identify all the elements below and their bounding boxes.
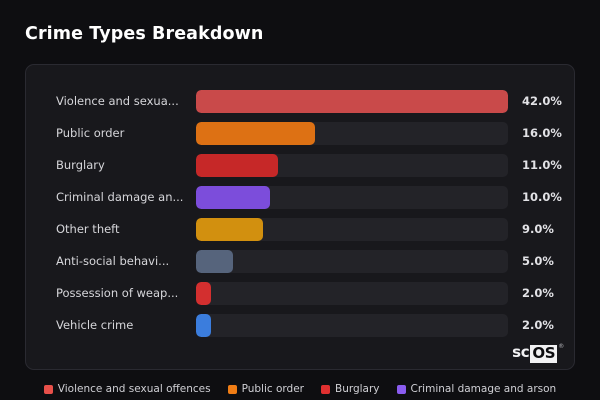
legend-swatch-icon — [227, 384, 237, 394]
registered-trademark-icon: ® — [558, 343, 564, 350]
bar-row[interactable]: Violence and sexua... 42.0% — [26, 85, 574, 117]
bar-fill[interactable] — [196, 217, 263, 241]
bar-track — [196, 249, 508, 273]
bar-category-label: Other theft — [56, 222, 120, 236]
bar-fill[interactable] — [196, 249, 234, 273]
bar-value-label: 5.0% — [522, 254, 554, 268]
bar-row[interactable]: Public order 16.0% — [26, 117, 574, 149]
bar-row[interactable]: Criminal damage an... 10.0% — [26, 181, 574, 213]
bar-fill[interactable] — [196, 121, 315, 145]
bar-value-label: 2.0% — [522, 286, 554, 300]
legend-label: Public order — [241, 383, 304, 395]
bar-value-label: 16.0% — [522, 126, 562, 140]
bar-category-label: Violence and sexua... — [56, 94, 179, 108]
bar-fill[interactable] — [196, 281, 211, 305]
bar-value-label: 42.0% — [522, 94, 562, 108]
bar-chart-card: Violence and sexua... 42.0% Public order 16… — [25, 64, 575, 370]
legend-label: Criminal damage and arson — [410, 383, 557, 395]
bar-row[interactable]: Anti-social behavi... 5.0% — [26, 245, 574, 277]
legend-item[interactable]: Criminal damage and arson — [396, 383, 557, 395]
chart-legend: Violence and sexual offences Public order… — [0, 383, 600, 395]
legend-swatch-icon — [320, 384, 330, 394]
bar-list: Violence and sexua... 42.0% Public order 16… — [26, 65, 574, 341]
bar-value-label: 2.0% — [522, 318, 554, 332]
bar-row[interactable]: Vehicle crime 2.0% — [26, 309, 574, 341]
legend-label: Burglary — [334, 383, 380, 395]
bar-track — [196, 153, 508, 177]
bar-row[interactable]: Burglary 11.0% — [26, 149, 574, 181]
bar-row[interactable]: Other theft 9.0% — [26, 213, 574, 245]
bar-fill[interactable] — [196, 185, 271, 209]
bar-value-label: 11.0% — [522, 158, 562, 172]
bar-category-label: Anti-social behavi... — [56, 254, 170, 268]
bar-category-label: Possession of weap... — [56, 286, 179, 300]
bar-value-label: 9.0% — [522, 222, 554, 236]
legend-item[interactable]: Burglary — [320, 383, 380, 395]
watermark-prefix: sc — [512, 343, 530, 361]
bar-category-label: Criminal damage an... — [56, 190, 184, 204]
bar-category-label: Burglary — [56, 158, 105, 172]
bar-category-label: Vehicle crime — [56, 318, 134, 332]
bar-fill[interactable] — [196, 153, 278, 177]
legend-swatch-icon — [396, 384, 406, 394]
scos-watermark: sc OS ® — [512, 343, 564, 363]
legend-item[interactable]: Violence and sexual offences — [43, 383, 211, 395]
bar-category-label: Public order — [56, 126, 125, 140]
legend-label: Violence and sexual offences — [57, 383, 211, 395]
bar-track — [196, 313, 508, 337]
page-title: Crime Types Breakdown — [25, 24, 264, 44]
legend-item[interactable]: Public order — [227, 383, 304, 395]
bar-track — [196, 217, 508, 241]
bar-track — [196, 281, 508, 305]
bar-track — [196, 185, 508, 209]
bar-fill[interactable] — [196, 313, 211, 337]
legend-swatch-icon — [43, 384, 53, 394]
bar-track — [196, 121, 508, 145]
watermark-mark: OS — [530, 344, 558, 363]
bar-row[interactable]: Possession of weap... 2.0% — [26, 277, 574, 309]
bar-track — [196, 89, 508, 113]
bar-fill[interactable] — [196, 89, 508, 113]
bar-value-label: 10.0% — [522, 190, 562, 204]
